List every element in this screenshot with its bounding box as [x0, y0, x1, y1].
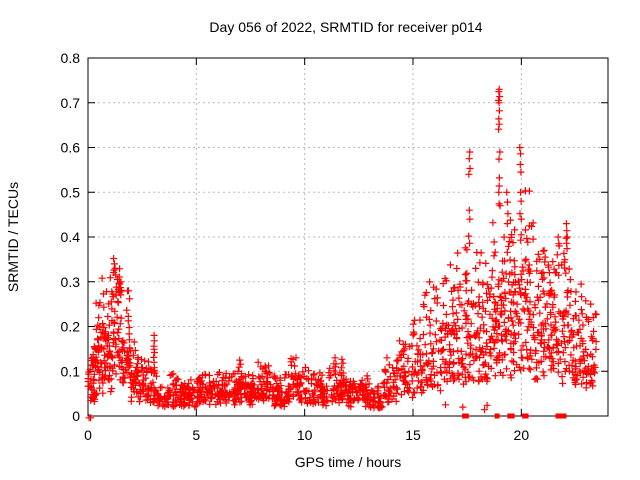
chart-title: Day 056 of 2022, SRMTID for receiver p01…: [209, 19, 482, 35]
y-axis-label: SRMTID / TECUs: [5, 182, 21, 292]
y-tick-label: 0.7: [61, 95, 81, 111]
y-tick-label: 0.5: [61, 184, 81, 200]
y-tick-label: 0.1: [61, 363, 81, 379]
x-axis-label: GPS time / hours: [295, 454, 402, 470]
x-tick-label: 20: [514, 427, 530, 443]
x-tick-label: 15: [405, 427, 421, 443]
y-tick-label: 0.8: [61, 50, 81, 66]
flagged-epoch-squares: [462, 413, 567, 419]
axis-ticks: [87, 57, 608, 417]
x-tick-label: 10: [297, 427, 313, 443]
y-tick-label: 0.3: [61, 274, 81, 290]
y-tick-label: 0: [72, 408, 80, 424]
x-tick-label: 0: [84, 427, 92, 443]
scatter-points: [84, 85, 600, 422]
y-tick-label: 0.6: [61, 140, 81, 156]
y-tick-label: 0.4: [61, 229, 81, 245]
x-tick-label: 5: [192, 427, 200, 443]
gridlines: [88, 58, 608, 416]
y-tick-label: 0.2: [61, 319, 81, 335]
axis-tick-labels: 0 5 10 15 20 0 0.1 0.2 0.3 0.4 0.5 0.6 0.7 0.8: [61, 50, 530, 443]
zero-flag-markers: [462, 413, 567, 419]
srmtid-plus-markers: [84, 85, 600, 422]
